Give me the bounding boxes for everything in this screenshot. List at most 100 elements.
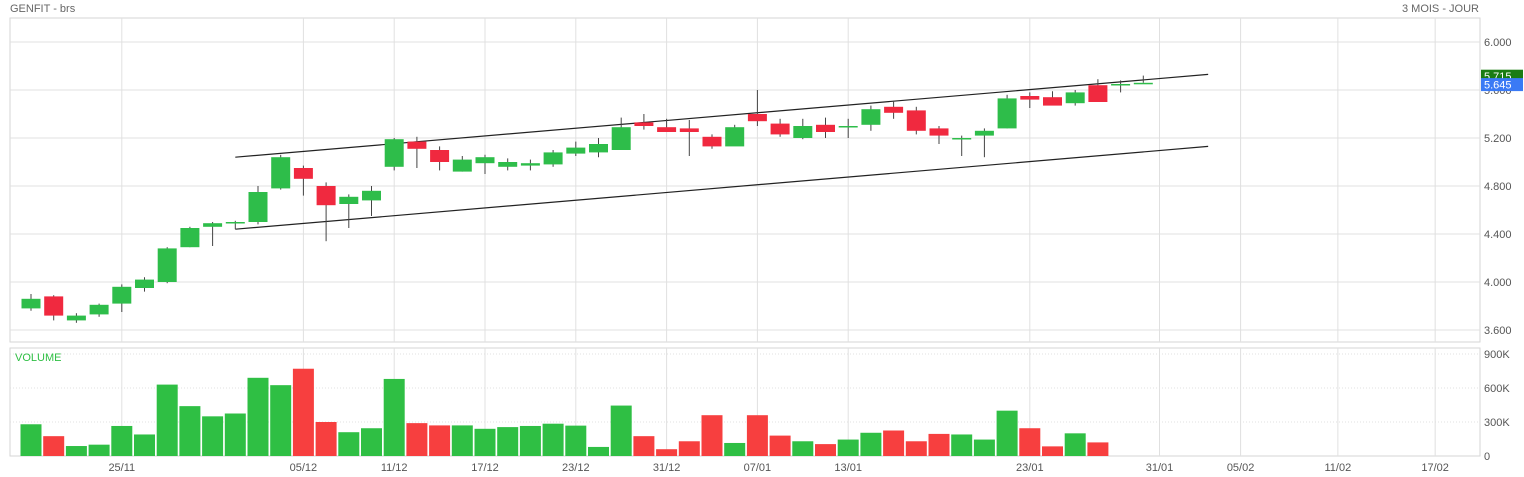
candle-body (997, 98, 1017, 129)
x-tick-label: 11/12 (381, 462, 408, 474)
volume-bar (451, 425, 473, 456)
volume-bar (179, 406, 201, 456)
period-label[interactable]: 3 MOIS - JOUR (1401, 3, 1479, 15)
volume-bar (860, 432, 882, 456)
volume-bar (678, 441, 700, 456)
candle-body (498, 162, 518, 167)
volume-bar (1019, 428, 1041, 456)
candle-body (89, 304, 109, 315)
candle-body (520, 163, 540, 166)
volume-bar (497, 427, 519, 456)
candle-body (362, 190, 381, 201)
volume-tick-label: 300K (1484, 417, 1510, 429)
candle-body (452, 159, 472, 172)
volume-bar (1064, 433, 1086, 456)
y-tick-label: 4.800 (1484, 181, 1512, 193)
y-tick-label: 4.000 (1484, 277, 1512, 289)
candle-body (725, 127, 745, 147)
volume-bar (565, 425, 587, 456)
volume-bar (315, 422, 337, 456)
volume-bar (519, 425, 541, 456)
volume-bar (951, 434, 973, 456)
volume-bar (156, 384, 178, 456)
axes: 25/1101/1205/1211/1217/1223/1231/1207/01… (15, 37, 1523, 474)
x-tick-label: 23/01 (1016, 462, 1044, 474)
volume-bar (383, 378, 405, 456)
volume-bar (361, 428, 382, 456)
volume-bar (270, 385, 292, 456)
volume-bar (338, 432, 360, 456)
candle-body (430, 150, 450, 162)
volume-bar (474, 428, 496, 456)
current-price-tag: 5.645 (1484, 80, 1512, 92)
x-tick-label: 13/01 (834, 462, 862, 474)
chart-title: GENFIT - brs (10, 3, 76, 15)
volume-bar (65, 446, 87, 456)
y-tick-label: 4.400 (1484, 229, 1512, 241)
volume-tick-label: 0 (1484, 451, 1490, 463)
volume-title: VOLUME (15, 352, 61, 364)
volume-bar (815, 444, 836, 456)
x-tick-label: 31/01 (1146, 462, 1174, 474)
candle-body (589, 144, 608, 153)
candle-body (135, 279, 154, 288)
candle-body (793, 126, 813, 138)
volume-bar (746, 415, 768, 456)
x-tick-label: 25/11 (108, 462, 135, 474)
candle-body (271, 157, 291, 189)
volume-bar (20, 424, 42, 456)
trendlines (235, 73, 1209, 230)
current-price-tag-box (1481, 78, 1523, 92)
volume-bar (1087, 442, 1109, 456)
volume-bar (292, 368, 314, 456)
candle-body (384, 139, 404, 167)
candle-body (952, 138, 972, 140)
volume-bar (588, 446, 609, 456)
trendline (235, 73, 1209, 158)
candle-body (66, 315, 86, 321)
candle-body (884, 106, 904, 113)
grid (9, 17, 1481, 457)
volume-series (20, 368, 1109, 456)
candle-body (838, 126, 858, 128)
volume-bar (928, 433, 950, 456)
y-tick-label: 3.600 (1484, 325, 1512, 337)
candle-body (657, 127, 677, 132)
volume-bar (224, 413, 246, 456)
candle-body (1088, 85, 1108, 102)
x-tick-label: 11/02 (1325, 462, 1352, 474)
volume-bar (633, 436, 655, 456)
candlestick-series (21, 75, 1153, 323)
x-tick-label: 23/12 (562, 462, 590, 474)
candle-body (906, 110, 926, 131)
candle-body (475, 157, 495, 164)
candle-body (679, 128, 699, 132)
volume-bar (701, 415, 723, 456)
candle-body (225, 222, 245, 224)
volume-bar (406, 423, 428, 456)
candle-body (248, 192, 268, 222)
volume-bar (837, 439, 859, 456)
volume-bar (769, 435, 791, 456)
candle-body (21, 298, 41, 309)
volume-bar (43, 436, 65, 456)
volume-bar (724, 442, 746, 456)
x-tick-label: 05/12 (290, 462, 318, 474)
candle-body (702, 136, 722, 147)
candle-body (566, 147, 586, 154)
candle-body (543, 152, 563, 165)
y-tick-label: 6.000 (1484, 37, 1512, 49)
volume-bar (542, 423, 564, 456)
x-tick-label: 17/12 (471, 462, 499, 474)
volume-bar (973, 439, 995, 456)
volume-bar (996, 410, 1018, 456)
candle-body (929, 128, 949, 136)
candle-body (316, 186, 336, 206)
volume-bar (247, 377, 269, 456)
volume-bar (656, 449, 678, 456)
candle-body (861, 109, 881, 125)
volume-tick-label: 900K (1484, 349, 1510, 361)
x-tick-label: 31/12 (653, 462, 681, 474)
volume-bar (429, 425, 451, 456)
candle-body (611, 127, 631, 150)
